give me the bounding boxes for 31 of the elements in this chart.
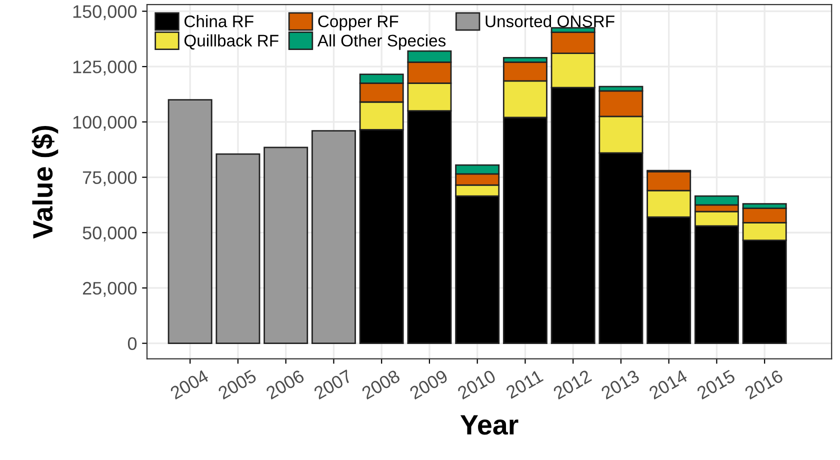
legend-label: China RF (184, 15, 254, 28)
legend-label: Quillback RF (184, 34, 278, 50)
bar (216, 153, 260, 344)
x-tick-label: 2013 (600, 369, 640, 400)
x-tick-label: 2010 (456, 369, 497, 400)
y-axis-title: Value ($) (32, 126, 58, 239)
x-tick-label: 2015 (696, 369, 736, 400)
y-tick-label: 75,000 (82, 171, 137, 186)
bar (311, 130, 356, 344)
y-tick-label: 0 (128, 337, 137, 350)
bar (264, 146, 308, 344)
y-tick-label: 150,000 (73, 5, 137, 20)
y-tick-label: 125,000 (73, 60, 137, 76)
y-tick-label: 25,000 (82, 282, 137, 297)
y-tick-label: 50,000 (82, 226, 137, 242)
x-tick-label: 2012 (552, 369, 592, 400)
x-tick-label: 2011 (505, 369, 544, 399)
x-tick-label: 2014 (648, 369, 688, 400)
x-tick-label: 2007 (313, 369, 353, 400)
x-tick-label: 2004 (170, 369, 210, 400)
bar (168, 99, 212, 344)
x-axis-title: Year (460, 415, 518, 435)
x-tick-label: 2006 (265, 369, 305, 400)
y-tick-label: 100,000 (73, 116, 137, 131)
x-tick-label: 2008 (361, 369, 401, 400)
x-tick-label: 2005 (217, 369, 258, 400)
legend-label: Unsorted ONSRF (486, 15, 614, 28)
legend-label: All Other Species (317, 34, 446, 50)
x-tick-label: 2016 (744, 369, 784, 400)
legend-label: Copper RF (318, 15, 398, 31)
x-tick-label: 2009 (408, 369, 449, 400)
